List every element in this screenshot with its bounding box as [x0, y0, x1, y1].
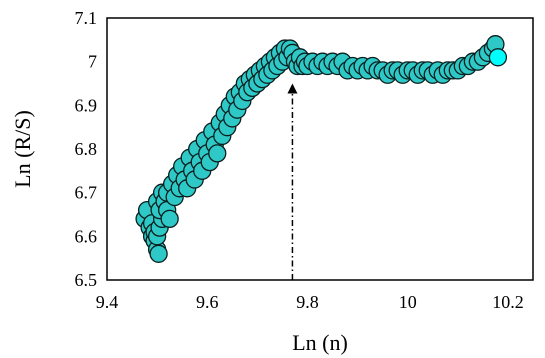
x-tick-label: 10.2 — [492, 292, 524, 312]
y-tick-label: 7 — [88, 52, 97, 72]
plot-frame — [106, 17, 534, 281]
data-point — [160, 209, 179, 229]
x-axis-ticks: 9.4 9.6 9.8 10 10.2 — [96, 292, 524, 312]
y-tick-label: 6.7 — [75, 183, 98, 203]
x-tick-label: 9.8 — [296, 292, 319, 312]
x-tick-label: 9.6 — [196, 292, 219, 312]
scatter-points — [135, 35, 508, 263]
y-tick-label: 6.5 — [75, 270, 98, 290]
data-point — [488, 48, 508, 67]
annotation-arrowhead — [287, 83, 298, 94]
y-tick-label: 6.6 — [75, 226, 98, 246]
data-point — [208, 144, 227, 163]
x-tick-label: 10 — [399, 292, 417, 312]
data-point — [149, 244, 168, 263]
y-axis-ticks: 6.5 6.6 6.7 6.8 6.9 7 7.1 — [75, 8, 98, 290]
x-tick-label: 9.4 — [96, 292, 119, 312]
x-axis-title: Ln (n) — [292, 330, 348, 355]
y-tick-label: 6.8 — [75, 139, 98, 159]
annotation — [287, 83, 298, 280]
y-tick-label: 6.9 — [75, 95, 98, 115]
y-tick-label: 7.1 — [75, 8, 98, 28]
y-axis-title: Ln (R/S) — [10, 110, 35, 188]
